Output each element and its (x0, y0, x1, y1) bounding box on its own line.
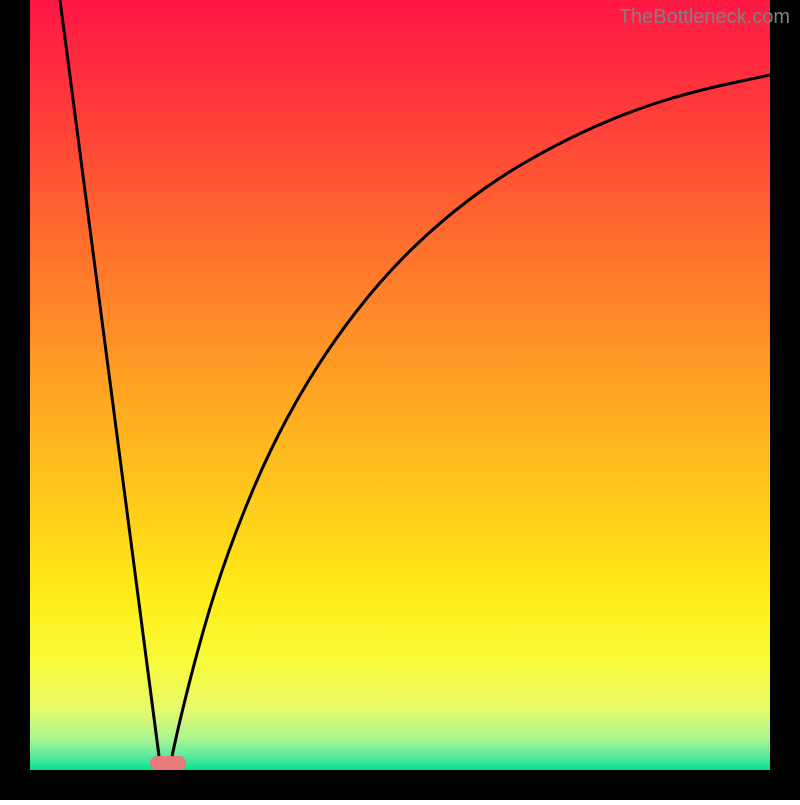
border-bottom (0, 770, 800, 800)
border-right (770, 0, 800, 800)
watermark-text: TheBottleneck.com (619, 6, 790, 29)
chart-container: TheBottleneck.com (0, 0, 800, 800)
gradient-background (30, 0, 770, 770)
chart-svg (0, 0, 800, 800)
border-left (0, 0, 30, 800)
optimal-marker (150, 756, 186, 770)
